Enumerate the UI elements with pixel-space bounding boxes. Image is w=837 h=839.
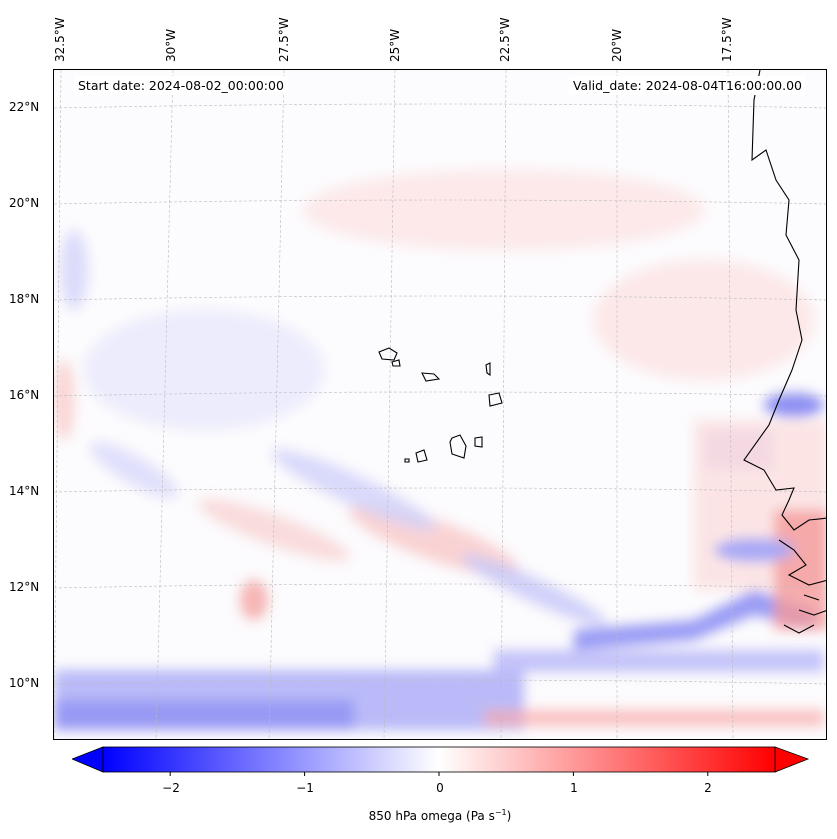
valid-date-label: Valid_date: 2024-08-04T16:00:00.00 [568, 76, 806, 95]
lon-label: 20°W [610, 28, 624, 62]
colorbar-tick-label: 1 [570, 781, 578, 795]
lat-label: 20°N [9, 196, 40, 210]
coastline [378, 70, 826, 634]
start-date-label: Start date: 2024-08-02_00:00:00 [74, 76, 288, 95]
colorbar-tick-label: −1 [296, 781, 314, 795]
omega-field [54, 70, 826, 739]
lat-label: 14°N [9, 484, 40, 498]
colorbar [72, 746, 810, 776]
colorbar-label: 850 hPa omega (Pa s−1) [368, 808, 512, 823]
lon-label: 32.5°W [53, 17, 67, 62]
lon-label: 17.5°W [720, 17, 734, 62]
colorbar-tick-label: 2 [704, 781, 712, 795]
colorbar-tick-label: 0 [436, 781, 444, 795]
lat-label: 10°N [9, 676, 40, 690]
lat-label: 16°N [9, 388, 40, 402]
lon-label: 22.5°W [498, 17, 512, 62]
colorbar-tick-label: −2 [162, 781, 180, 795]
omega-map: Start date: 2024-08-02_00:00:00 Valid_da… [53, 69, 827, 740]
lat-label: 22°N [9, 100, 40, 114]
lon-label: 27.5°W [277, 17, 291, 62]
colorbar-high-extend [774, 746, 810, 773]
colorbar-low-extend [72, 746, 104, 773]
omega-contours [54, 170, 826, 730]
lon-label: 25°W [388, 28, 402, 62]
lat-label: 12°N [9, 580, 40, 594]
graticule [54, 70, 826, 739]
colorbar-gradient [102, 746, 776, 773]
lat-label: 18°N [9, 292, 40, 306]
lon-label: 30°W [164, 28, 178, 62]
